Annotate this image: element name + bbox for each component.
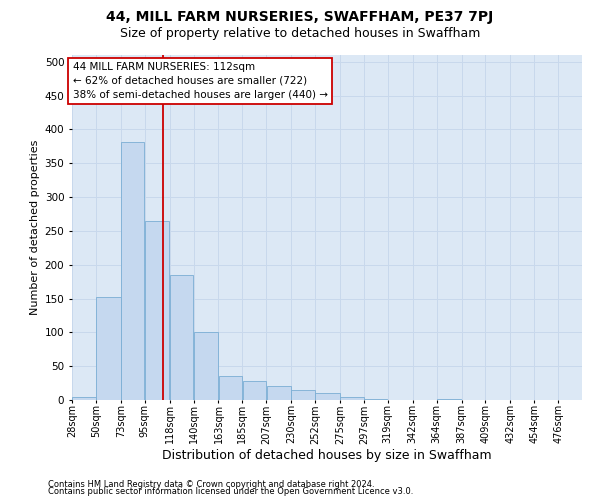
Text: Size of property relative to detached houses in Swaffham: Size of property relative to detached ho… [120,28,480,40]
Text: 44 MILL FARM NURSERIES: 112sqm
← 62% of detached houses are smaller (722)
38% of: 44 MILL FARM NURSERIES: 112sqm ← 62% of … [73,62,328,100]
Bar [316,393,340,400]
Bar [72,396,95,400]
Bar [170,275,193,400]
Bar [292,390,315,400]
Bar [145,220,169,400]
Bar [194,332,218,400]
Bar [121,142,145,400]
Bar [242,381,266,400]
Bar [219,376,242,400]
Text: Contains HM Land Registry data © Crown copyright and database right 2024.: Contains HM Land Registry data © Crown c… [48,480,374,489]
Text: Contains public sector information licensed under the Open Government Licence v3: Contains public sector information licen… [48,488,413,496]
Text: 44, MILL FARM NURSERIES, SWAFFHAM, PE37 7PJ: 44, MILL FARM NURSERIES, SWAFFHAM, PE37 … [106,10,494,24]
Bar [340,396,364,400]
Bar [96,297,121,400]
Bar [266,386,291,400]
X-axis label: Distribution of detached houses by size in Swaffham: Distribution of detached houses by size … [162,449,492,462]
Y-axis label: Number of detached properties: Number of detached properties [31,140,40,315]
